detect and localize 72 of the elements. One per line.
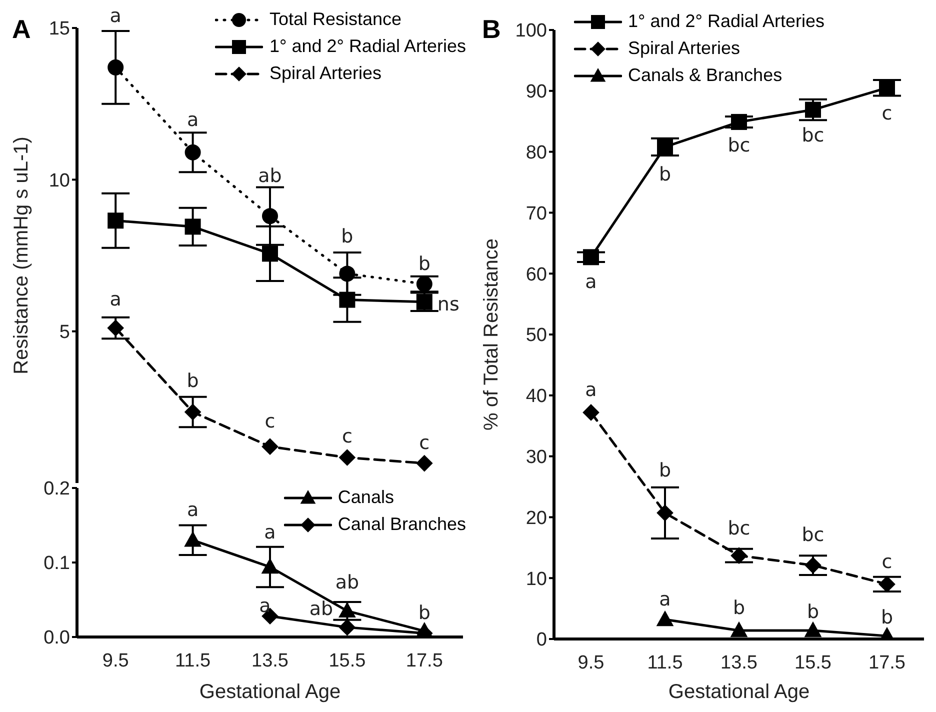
x-tick-label: 11.5 <box>175 650 211 672</box>
y-tick-label: 90 <box>526 82 547 103</box>
annotation: bc <box>728 134 750 157</box>
y-tick-label: 70 <box>526 203 547 224</box>
y-tick-label: 30 <box>526 447 547 468</box>
y-tick-label: 0.0 <box>44 628 70 649</box>
annotation: a <box>264 522 276 544</box>
annotation: a <box>186 498 199 521</box>
annotation: b <box>186 370 199 392</box>
annotation: ab <box>335 572 360 594</box>
y-tick-label: 10 <box>526 568 547 590</box>
y-tick-label: 40 <box>526 386 547 408</box>
x-tick-label: 17.5 <box>406 650 443 672</box>
annotation: b <box>658 460 672 482</box>
x-tick-label: 15.5 <box>794 652 832 674</box>
x-tick-label: 11.5 <box>647 652 683 674</box>
y-tick-label: 5 <box>59 322 70 344</box>
y-tick-label: 100 <box>515 20 547 42</box>
chart-title: A <box>12 14 31 45</box>
annotation: b <box>806 601 820 624</box>
annotation: a <box>110 5 122 28</box>
legend-label: Spiral Arteries <box>269 62 382 85</box>
chart-title: B <box>482 14 501 45</box>
legend-label: Spiral Arteries <box>628 37 740 60</box>
annotation: b <box>732 597 746 620</box>
annotation: c <box>882 102 892 125</box>
annotation: ab <box>309 598 334 620</box>
x-axis-title: Gestational Age <box>668 681 810 703</box>
annotation: c <box>264 410 276 432</box>
annotation: ab <box>258 164 282 187</box>
annotation: b <box>418 602 430 624</box>
annotation: a <box>585 379 597 402</box>
legend-label: Canals & Branches <box>628 64 782 87</box>
legend-label: Canal Branches <box>338 513 466 536</box>
legend-label: 1° and 2° Radial Arteries <box>269 35 466 58</box>
annotation: bc <box>802 524 824 546</box>
annotation: bc <box>802 124 824 147</box>
x-tick-label: 9.5 <box>102 650 129 672</box>
annotation: a <box>110 288 122 311</box>
y-tick-label: 0.1 <box>44 553 70 574</box>
legend-label: 1° and 2° Radial Arteries <box>628 10 825 33</box>
y-tick-label: 0 <box>536 630 547 651</box>
y-tick-label: 80 <box>526 142 547 164</box>
annotation: b <box>658 164 672 186</box>
y-axis-title: Resistance (mmHg s uL-1) <box>10 136 32 374</box>
annotation: bc <box>728 517 750 540</box>
x-tick-label: 13.5 <box>252 650 288 672</box>
y-tick-label: 60 <box>526 264 547 286</box>
annotation: b <box>880 606 894 629</box>
legend-label: Canals <box>338 486 394 509</box>
y-tick-label: 15 <box>48 18 70 40</box>
annotation: c <box>419 432 430 454</box>
y-tick-label: 10 <box>48 170 70 192</box>
y-axis-title: % of Total Resistance <box>480 238 502 430</box>
annotation: a <box>259 594 271 617</box>
annotation: b <box>418 252 430 275</box>
y-tick-label: 50 <box>526 325 547 346</box>
x-axis-title: Gestational Age <box>199 681 341 703</box>
x-tick-label: 17.5 <box>868 652 906 674</box>
annotation: a <box>186 109 199 132</box>
annotation: b <box>341 225 354 248</box>
annotation: a <box>585 270 597 293</box>
annotation: a <box>659 588 671 610</box>
x-tick-label: 15.5 <box>328 650 366 672</box>
y-tick-label: 20 <box>526 508 547 529</box>
annotation: ns <box>437 294 460 316</box>
annotation: c <box>342 425 352 448</box>
annotation: c <box>882 550 892 573</box>
legend-label: Total Resistance <box>269 8 402 31</box>
y-tick-label: 0.2 <box>44 478 70 500</box>
x-tick-label: 13.5 <box>720 652 758 674</box>
x-tick-label: 9.5 <box>578 652 604 674</box>
